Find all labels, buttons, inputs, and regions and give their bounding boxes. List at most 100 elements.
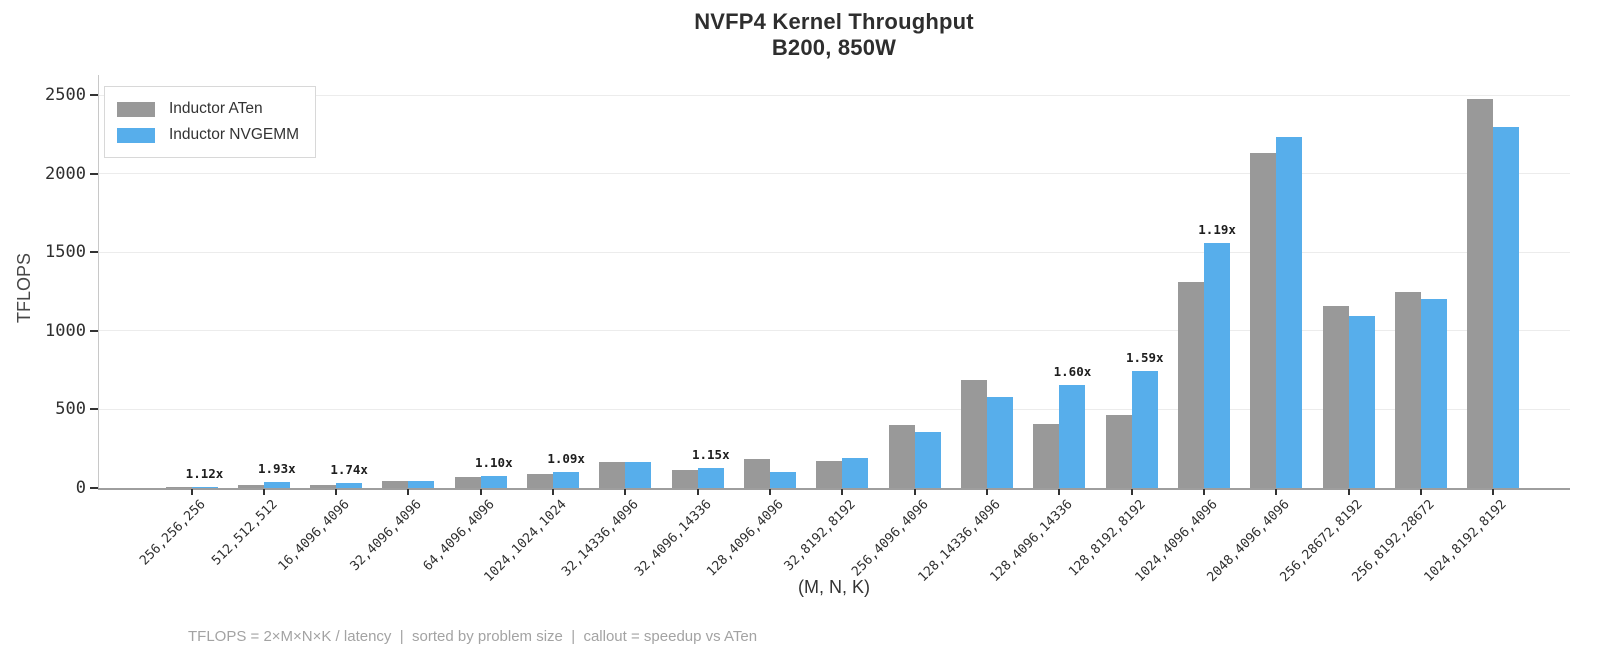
speedup-callout: 1.59x [1125,350,1164,366]
x-tick-mark [769,489,772,495]
y-tick-label: 2500 [45,85,86,105]
speedup-callout: 1.12x [185,465,224,481]
legend-label-nvgemm: Inductor NVGEMM [169,126,300,143]
gridline [98,94,1570,96]
legend-item-nvgemm: Inductor NVGEMM [117,122,299,148]
x-tick-label: 128,4096,14336 [987,497,1077,586]
bar-aten [1178,281,1205,488]
x-tick-label: 2048,4096,4096 [1204,497,1294,586]
x-tick-mark [1347,489,1350,495]
speedup-callout: 1.19x [1198,221,1236,237]
bar-aten [1250,153,1277,488]
x-tick-mark [1058,489,1061,495]
bar-aten [1322,305,1349,488]
x-tick-mark [1492,489,1495,495]
x-tick-label: 512,512,512 [208,497,281,569]
y-tick-mark [90,408,98,411]
y-tick-label: 500 [55,399,86,420]
nvgemm-color-swatch [117,127,155,143]
x-tick-mark [913,489,916,495]
y-tick-mark [90,329,98,332]
speedup-callout: 1.93x [258,461,296,477]
x-tick-label: 256,28672,8192 [1277,497,1366,586]
bar-aten [165,486,192,488]
speedup-callout: 1.60x [1053,363,1092,379]
bar-aten [1467,98,1494,488]
bar-nvgemm [191,486,218,488]
x-tick-label: 32,4096,14336 [631,497,715,580]
bar-nvgemm [1059,384,1086,488]
x-tick-mark [335,489,338,495]
bar-nvgemm [1131,371,1158,488]
bar-aten [816,460,843,488]
x-tick-label: 256,8192,28672 [1349,497,1438,586]
speedup-callout: 1.09x [547,451,585,467]
bar-aten [744,458,771,488]
x-axis-line [98,488,1570,490]
y-tick-mark [90,251,98,254]
x-axis-label: (M, N, K) [798,577,870,597]
bar-aten [961,380,988,488]
y-tick-mark [90,172,98,175]
bar-nvgemm [914,432,941,488]
bar-nvgemm [842,458,869,488]
bar-nvgemm [1204,242,1231,488]
bar-nvgemm [987,397,1014,488]
y-tick-mark [90,487,98,489]
bar-nvgemm [697,467,724,488]
x-tick-label: 32,4096,4096 [348,497,426,575]
bar-aten [671,470,698,488]
y-tick-label: 0 [75,478,86,498]
x-tick-label: 32,8192,8192 [782,497,860,575]
speedup-callout: 1.74x [330,462,368,478]
x-tick-label: 1024,8192,8192 [1421,497,1511,586]
chart-subtitle: B200, 850W [771,35,897,60]
y-tick-label: 2000 [45,163,86,184]
bar-nvgemm [1493,127,1520,488]
footnote: TFLOPS = 2×M×N×K / latency | sorted by p… [188,628,758,645]
x-tick-label: 256,256,256 [136,497,209,569]
gridline [98,408,1570,410]
bar-aten [1395,291,1422,488]
bar-aten [1033,423,1060,488]
bar-aten [382,480,409,488]
x-tick-mark [262,489,265,495]
y-axis-line [98,75,99,488]
legend-item-aten: Inductor ATen [117,96,299,122]
bar-aten [1105,414,1132,488]
legend: Inductor ATen Inductor NVGEMM [104,86,317,158]
x-tick-mark [1275,489,1278,495]
speedup-callout: 1.15x [691,446,730,462]
x-tick-mark [407,489,410,495]
bar-nvgemm [1421,299,1448,488]
gridline [98,330,1570,332]
x-tick-label: 256,4096,4096 [848,497,932,580]
x-tick-mark [190,489,193,495]
y-tick-label: 1000 [45,320,86,341]
bar-aten [237,485,264,488]
x-tick-mark [479,489,482,495]
x-tick-mark [986,489,989,495]
bar-nvgemm [336,483,363,488]
bar-aten [888,425,915,488]
x-tick-label: 128,4096,4096 [704,497,787,580]
x-tick-mark [1420,489,1423,495]
bar-nvgemm [1276,136,1303,488]
x-tick-label: 16,4096,4096 [275,497,353,575]
bar-nvgemm [770,471,797,488]
gridline [98,173,1570,175]
bar-aten [527,473,554,488]
bar-aten [599,462,626,488]
bar-nvgemm [263,482,290,488]
bar-nvgemm [1348,315,1375,488]
gridline [98,251,1570,253]
x-tick-label: 1024,4096,4096 [1132,497,1221,586]
x-tick-mark [1130,489,1133,495]
bar-nvgemm [553,472,580,488]
x-tick-mark [624,489,627,495]
x-tick-label: 1024,1024,1024 [481,497,570,586]
x-tick-label: 128,14336,4096 [915,497,1004,586]
y-tick-label: 1500 [45,242,86,263]
bar-nvgemm [408,480,435,488]
